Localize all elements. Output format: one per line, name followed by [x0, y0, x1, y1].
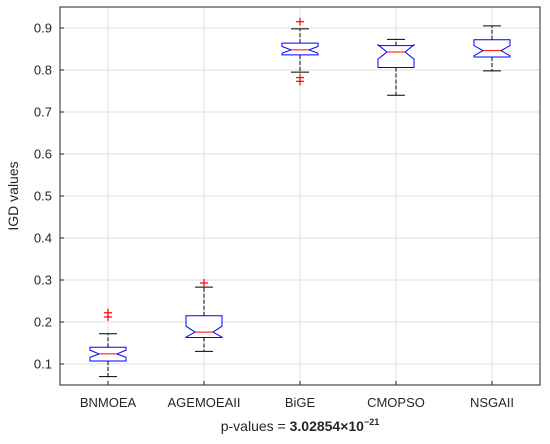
notched-box [185, 315, 223, 339]
notched-box [473, 39, 511, 58]
box-cmopso [377, 38, 415, 96]
y-tick-label: 0.6 [34, 147, 52, 162]
x-axis-label-prefix: p-values = [221, 418, 290, 434]
y-tick-label: 0.7 [34, 105, 52, 120]
y-tick-label: 0.5 [34, 189, 52, 204]
y-tick-label: 0.9 [34, 21, 52, 36]
outlier-marker [296, 17, 304, 26]
outlier-marker [104, 308, 112, 317]
x-axis-label-exponent: −21 [364, 417, 379, 427]
y-tick-labels: 0.1 0.2 0.3 0.4 0.5 0.6 0.7 0.8 0.9 [34, 21, 52, 372]
y-tick-label: 0.4 [34, 231, 52, 246]
x-axis-label-value: 3.02854×10 [290, 418, 365, 434]
outlier-marker [200, 278, 208, 287]
plot-area [89, 17, 511, 378]
x-tick-label: NSGAII [470, 395, 514, 410]
y-tick-label: 0.1 [34, 357, 52, 372]
x-tick-label: CMOPSO [367, 395, 425, 410]
y-axis-label: IGD values [5, 161, 21, 230]
box-agemoeaii [185, 278, 223, 352]
box-bige [281, 17, 319, 86]
y-tick-label: 0.8 [34, 63, 52, 78]
axes-frame [59, 6, 541, 386]
box-nsgaii [473, 25, 511, 72]
x-tick-label: BiGE [285, 395, 316, 410]
notched-box [377, 43, 415, 68]
x-tick-label: AGEMOEAII [168, 395, 241, 410]
outlier-marker [296, 73, 304, 82]
y-tick-label: 0.3 [34, 273, 52, 288]
y-tick-label: 0.2 [34, 315, 52, 330]
x-axis-label: p-values = 3.02854×10−21 [221, 417, 380, 434]
box-bnmoea [89, 308, 127, 378]
notched-box [281, 42, 319, 56]
x-tick-label: BNMOEA [80, 395, 137, 410]
x-tick-labels: BNMOEA AGEMOEAII BiGE CMOPSO NSGAII [80, 395, 514, 410]
